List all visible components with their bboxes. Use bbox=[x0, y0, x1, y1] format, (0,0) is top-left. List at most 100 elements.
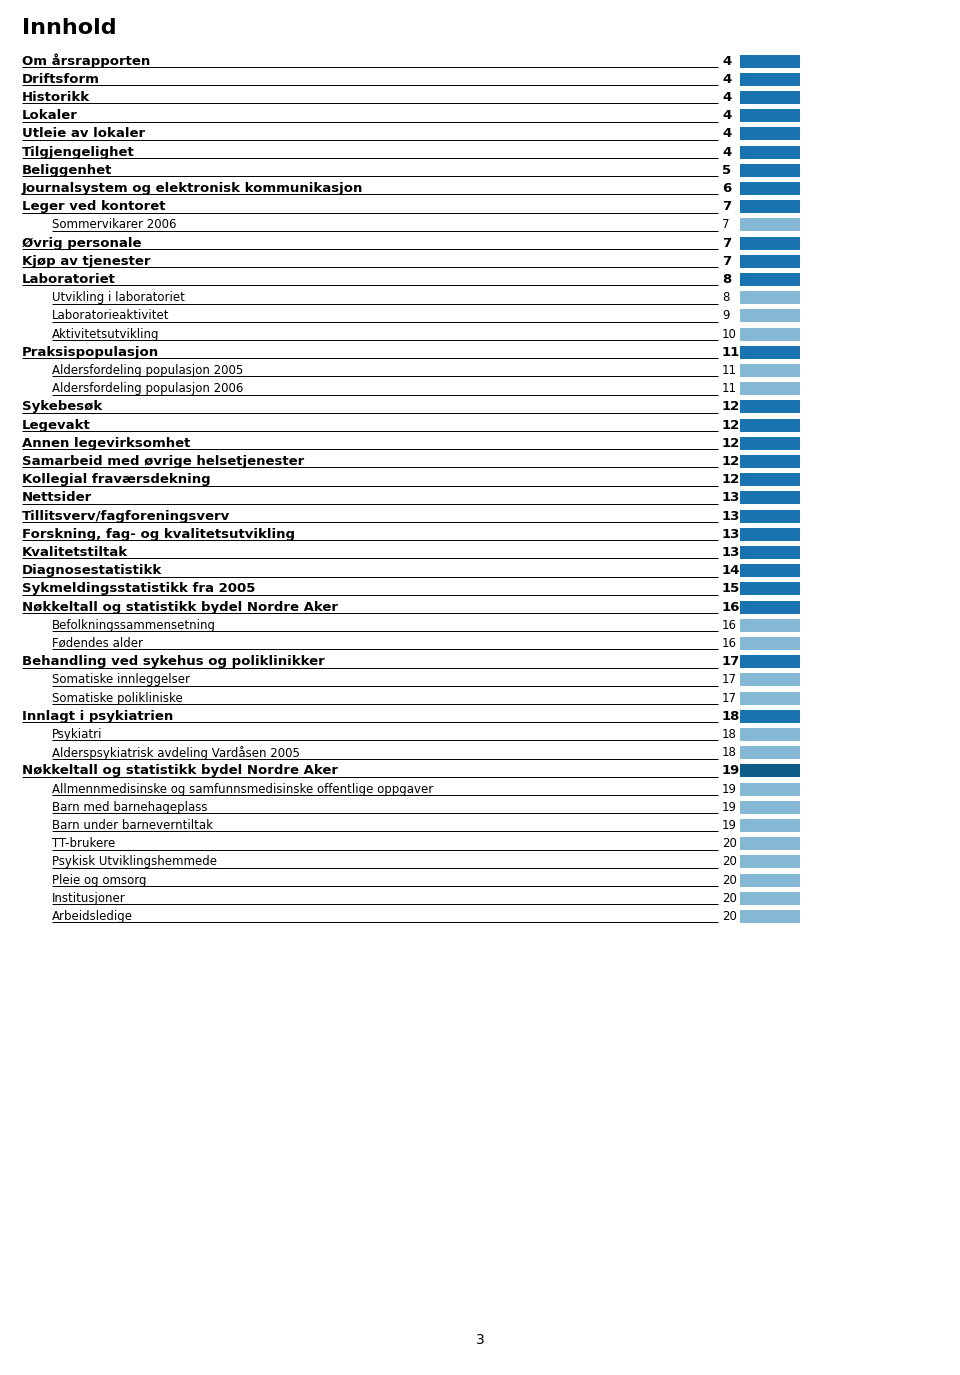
Text: Fødendes alder: Fødendes alder bbox=[52, 637, 143, 650]
Text: Psykisk Utviklingshemmede: Psykisk Utviklingshemmede bbox=[52, 855, 217, 869]
Text: 13: 13 bbox=[722, 510, 740, 522]
Text: Institusjoner: Institusjoner bbox=[52, 892, 126, 905]
Text: Utvikling i laboratoriet: Utvikling i laboratoriet bbox=[52, 292, 185, 304]
Text: 7: 7 bbox=[722, 201, 732, 213]
Text: Aldersfordeling populasjon 2005: Aldersfordeling populasjon 2005 bbox=[52, 364, 243, 377]
Bar bbox=[740, 327, 800, 341]
Text: Historikk: Historikk bbox=[22, 91, 90, 104]
Text: Aktivitetsutvikling: Aktivitetsutvikling bbox=[52, 327, 159, 341]
Text: Journalsystem og elektronisk kommunikasjon: Journalsystem og elektronisk kommunikasj… bbox=[22, 182, 364, 195]
Bar bbox=[740, 73, 800, 85]
Text: 5: 5 bbox=[722, 164, 732, 177]
Text: 12: 12 bbox=[722, 473, 740, 487]
Bar bbox=[740, 292, 800, 304]
Text: Laboratoriet: Laboratoriet bbox=[22, 274, 116, 286]
Text: Om årsrapporten: Om årsrapporten bbox=[22, 54, 151, 69]
Bar bbox=[740, 91, 800, 104]
Text: 13: 13 bbox=[722, 546, 740, 560]
Text: 4: 4 bbox=[722, 146, 732, 158]
Text: TT-brukere: TT-brukere bbox=[52, 837, 115, 850]
Text: 20: 20 bbox=[722, 873, 737, 887]
Text: Laboratorieaktivitet: Laboratorieaktivitet bbox=[52, 309, 170, 322]
Text: 6: 6 bbox=[722, 182, 732, 195]
Text: Praksispopulasjon: Praksispopulasjon bbox=[22, 345, 159, 359]
Bar bbox=[740, 345, 800, 359]
Bar bbox=[740, 837, 800, 850]
Text: Somatiske innleggelser: Somatiske innleggelser bbox=[52, 674, 190, 686]
Text: 13: 13 bbox=[722, 528, 740, 540]
Text: 18: 18 bbox=[722, 710, 740, 723]
Text: 4: 4 bbox=[722, 55, 732, 67]
Text: 19: 19 bbox=[722, 820, 737, 832]
Text: 7: 7 bbox=[722, 254, 732, 268]
Bar bbox=[740, 146, 800, 158]
Text: Kollegial fraværsdekning: Kollegial fraværsdekning bbox=[22, 473, 210, 487]
Text: 16: 16 bbox=[722, 619, 737, 631]
Text: 11: 11 bbox=[722, 382, 737, 395]
Text: Alderspsykiatrisk avdeling Vardåsen 2005: Alderspsykiatrisk avdeling Vardåsen 2005 bbox=[52, 745, 300, 759]
Text: Aldersfordeling populasjon 2006: Aldersfordeling populasjon 2006 bbox=[52, 382, 244, 395]
Text: 17: 17 bbox=[722, 656, 740, 668]
Text: 18: 18 bbox=[722, 747, 737, 759]
Text: 20: 20 bbox=[722, 837, 737, 850]
Text: 4: 4 bbox=[722, 128, 732, 140]
Text: Befolkningssammensetning: Befolkningssammensetning bbox=[52, 619, 216, 631]
Text: 13: 13 bbox=[722, 491, 740, 505]
Text: 20: 20 bbox=[722, 855, 737, 869]
Text: 9: 9 bbox=[722, 309, 730, 322]
Text: Arbeidsledige: Arbeidsledige bbox=[52, 910, 133, 923]
Text: 11: 11 bbox=[722, 345, 740, 359]
Bar bbox=[740, 109, 800, 122]
Bar bbox=[740, 892, 800, 905]
Bar bbox=[740, 855, 800, 869]
Text: 18: 18 bbox=[722, 727, 737, 741]
Text: 19: 19 bbox=[722, 782, 737, 796]
Text: Tilgjengelighet: Tilgjengelighet bbox=[22, 146, 134, 158]
Text: Kjøp av tjenester: Kjøp av tjenester bbox=[22, 254, 151, 268]
Bar bbox=[740, 274, 800, 286]
Bar bbox=[740, 164, 800, 177]
Text: Sommervikarer 2006: Sommervikarer 2006 bbox=[52, 219, 177, 231]
Text: 20: 20 bbox=[722, 892, 737, 905]
Text: 12: 12 bbox=[722, 418, 740, 432]
Text: Utleie av lokaler: Utleie av lokaler bbox=[22, 128, 145, 140]
Text: Nøkkeltall og statistikk bydel Nordre Aker: Nøkkeltall og statistikk bydel Nordre Ak… bbox=[22, 765, 338, 777]
Text: Sykebesøk: Sykebesøk bbox=[22, 400, 103, 414]
Text: Legevakt: Legevakt bbox=[22, 418, 91, 432]
Bar bbox=[740, 873, 800, 887]
Text: Sykmeldingsstatistikk fra 2005: Sykmeldingsstatistikk fra 2005 bbox=[22, 583, 255, 595]
Text: Innlagt i psykiatrien: Innlagt i psykiatrien bbox=[22, 710, 173, 723]
Bar bbox=[740, 418, 800, 432]
Bar bbox=[740, 382, 800, 395]
Bar bbox=[740, 619, 800, 632]
Bar bbox=[740, 637, 800, 650]
Text: Allmennmedisinske og samfunnsmedisinske offentlige oppgaver: Allmennmedisinske og samfunnsmedisinske … bbox=[52, 782, 433, 796]
Text: 16: 16 bbox=[722, 637, 737, 650]
Text: 16: 16 bbox=[722, 601, 740, 613]
Text: Innhold: Innhold bbox=[22, 18, 116, 38]
Bar bbox=[740, 254, 800, 268]
Text: 12: 12 bbox=[722, 455, 740, 468]
Text: 4: 4 bbox=[722, 109, 732, 122]
Text: Kvalitetstiltak: Kvalitetstiltak bbox=[22, 546, 128, 560]
Bar bbox=[740, 674, 800, 686]
Bar bbox=[740, 820, 800, 832]
Bar bbox=[740, 128, 800, 140]
Bar bbox=[740, 55, 800, 67]
Bar bbox=[740, 182, 800, 195]
Bar bbox=[740, 510, 800, 522]
Text: 12: 12 bbox=[722, 437, 740, 450]
Text: Somatiske polikliniske: Somatiske polikliniske bbox=[52, 692, 182, 704]
Text: 17: 17 bbox=[722, 674, 737, 686]
Bar bbox=[740, 765, 800, 777]
Text: 3: 3 bbox=[475, 1332, 485, 1348]
Bar bbox=[740, 654, 800, 668]
Bar bbox=[740, 747, 800, 759]
Text: 20: 20 bbox=[722, 910, 737, 923]
Text: Diagnosestatistikk: Diagnosestatistikk bbox=[22, 564, 162, 578]
Text: Nettsider: Nettsider bbox=[22, 491, 92, 505]
Text: Barn med barnehageplass: Barn med barnehageplass bbox=[52, 800, 207, 814]
Text: Nøkkeltall og statistikk bydel Nordre Aker: Nøkkeltall og statistikk bydel Nordre Ak… bbox=[22, 601, 338, 613]
Text: Samarbeid med øvrige helsetjenester: Samarbeid med øvrige helsetjenester bbox=[22, 455, 304, 468]
Bar bbox=[740, 601, 800, 613]
